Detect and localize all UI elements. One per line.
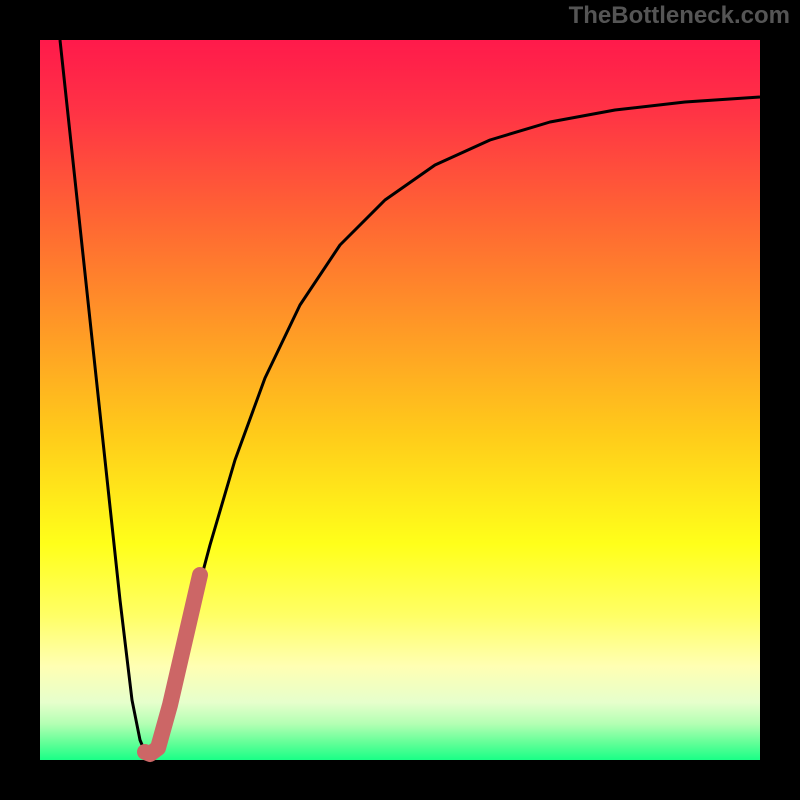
plot-area	[40, 40, 760, 760]
chart-frame: TheBottleneck.com	[0, 0, 800, 800]
watermark: TheBottleneck.com	[569, 2, 790, 30]
chart-svg	[0, 0, 800, 800]
